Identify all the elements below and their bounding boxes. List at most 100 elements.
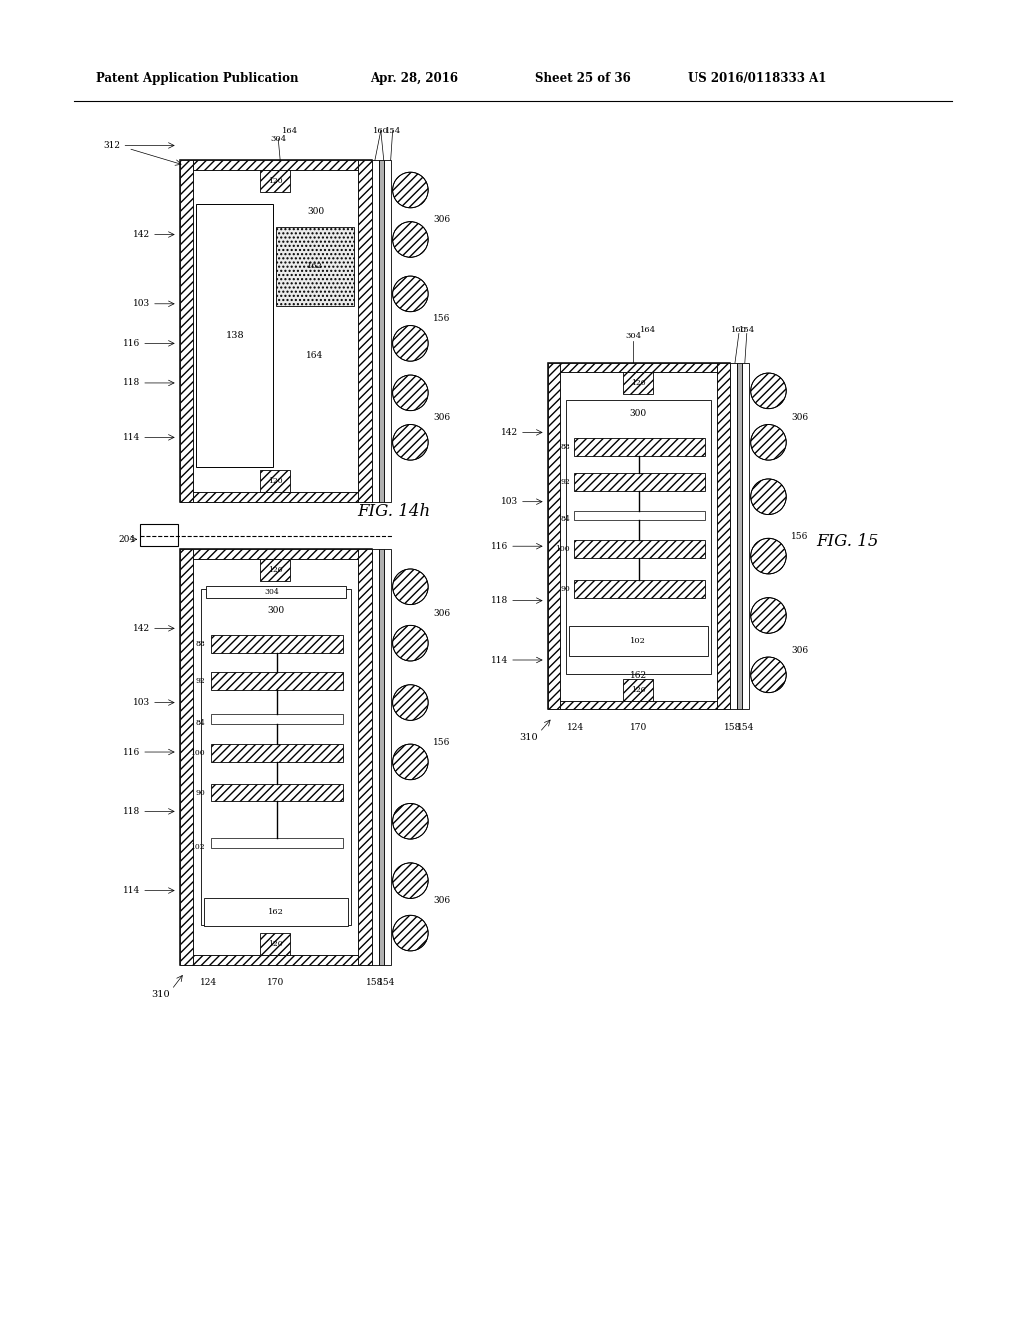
Bar bbox=[358, 549, 372, 965]
Text: 116: 116 bbox=[490, 541, 508, 550]
Bar bbox=[624, 372, 653, 393]
Text: 300: 300 bbox=[307, 207, 325, 216]
Bar bbox=[194, 160, 358, 170]
Bar bbox=[717, 363, 730, 709]
Circle shape bbox=[751, 539, 786, 574]
Text: 158: 158 bbox=[724, 723, 741, 731]
Text: 116: 116 bbox=[123, 339, 140, 348]
Text: 102: 102 bbox=[190, 843, 205, 851]
Text: 154: 154 bbox=[738, 326, 755, 334]
Text: 120: 120 bbox=[631, 379, 645, 387]
Bar bbox=[194, 954, 358, 965]
Text: 100: 100 bbox=[190, 748, 205, 756]
Text: 120: 120 bbox=[268, 477, 283, 484]
Text: 92: 92 bbox=[196, 677, 205, 685]
Bar bbox=[206, 586, 346, 598]
Text: Apr. 28, 2016: Apr. 28, 2016 bbox=[370, 71, 458, 84]
Text: 88: 88 bbox=[196, 640, 205, 648]
Bar bbox=[560, 701, 717, 709]
Bar bbox=[194, 492, 358, 502]
Bar bbox=[730, 363, 737, 709]
Circle shape bbox=[392, 569, 428, 605]
Text: 116: 116 bbox=[123, 747, 140, 756]
Bar bbox=[384, 549, 391, 965]
Bar bbox=[574, 540, 706, 558]
Bar bbox=[372, 549, 379, 965]
Text: 142: 142 bbox=[133, 624, 150, 632]
Bar bbox=[358, 160, 372, 502]
Circle shape bbox=[751, 425, 786, 461]
Text: 312: 312 bbox=[103, 141, 121, 150]
Circle shape bbox=[392, 685, 428, 721]
Circle shape bbox=[392, 863, 428, 899]
Text: 103: 103 bbox=[501, 498, 518, 506]
Bar bbox=[569, 627, 709, 656]
Text: 306: 306 bbox=[433, 413, 451, 422]
Text: 164: 164 bbox=[640, 326, 656, 334]
Bar bbox=[197, 203, 273, 467]
Text: 88: 88 bbox=[560, 444, 570, 451]
Text: 304: 304 bbox=[626, 333, 641, 341]
Bar bbox=[179, 160, 372, 502]
Bar bbox=[548, 363, 560, 709]
Circle shape bbox=[392, 375, 428, 411]
Bar bbox=[202, 589, 351, 925]
Bar bbox=[204, 899, 348, 927]
Text: 158: 158 bbox=[367, 978, 384, 987]
Text: 142: 142 bbox=[501, 428, 518, 437]
Bar bbox=[574, 579, 706, 598]
Text: 114: 114 bbox=[123, 886, 140, 895]
Bar bbox=[211, 744, 343, 762]
Circle shape bbox=[392, 276, 428, 312]
Bar bbox=[574, 511, 706, 520]
Text: 120: 120 bbox=[268, 566, 283, 574]
Bar bbox=[211, 784, 343, 801]
Text: Patent Application Publication: Patent Application Publication bbox=[95, 71, 298, 84]
Text: 170: 170 bbox=[630, 723, 647, 731]
Circle shape bbox=[392, 915, 428, 950]
Bar bbox=[179, 160, 194, 502]
Text: 118: 118 bbox=[123, 379, 140, 388]
Bar bbox=[574, 473, 706, 491]
Circle shape bbox=[392, 222, 428, 257]
Text: 114: 114 bbox=[490, 656, 508, 664]
Circle shape bbox=[751, 598, 786, 634]
Bar bbox=[566, 400, 712, 673]
Text: 304: 304 bbox=[270, 135, 287, 143]
Bar bbox=[574, 438, 706, 457]
Text: 142: 142 bbox=[133, 230, 150, 239]
Text: 160: 160 bbox=[731, 326, 746, 334]
Text: 124: 124 bbox=[200, 978, 217, 987]
Text: 84: 84 bbox=[560, 516, 570, 524]
Bar bbox=[548, 363, 730, 709]
Bar bbox=[194, 170, 358, 492]
Text: 114: 114 bbox=[123, 433, 140, 442]
Text: 103: 103 bbox=[133, 300, 150, 309]
Bar bbox=[211, 672, 343, 689]
Text: 162: 162 bbox=[630, 672, 647, 680]
Circle shape bbox=[751, 657, 786, 693]
Text: 138: 138 bbox=[225, 331, 244, 341]
Bar bbox=[276, 227, 354, 306]
Text: 170: 170 bbox=[266, 978, 284, 987]
Bar bbox=[384, 160, 391, 502]
Text: FIG. 14h: FIG. 14h bbox=[357, 503, 430, 520]
Bar bbox=[260, 560, 290, 581]
Bar bbox=[211, 714, 343, 725]
Text: 300: 300 bbox=[630, 409, 647, 418]
Circle shape bbox=[392, 172, 428, 207]
Bar bbox=[379, 160, 384, 502]
Bar bbox=[372, 160, 379, 502]
Text: 160: 160 bbox=[373, 127, 389, 135]
Text: 84: 84 bbox=[196, 719, 205, 727]
Bar bbox=[379, 549, 384, 965]
Text: 156: 156 bbox=[433, 738, 451, 747]
Text: 154: 154 bbox=[737, 723, 755, 731]
Bar bbox=[737, 363, 741, 709]
Text: 120: 120 bbox=[631, 685, 645, 694]
Text: 162: 162 bbox=[307, 263, 323, 271]
Circle shape bbox=[392, 804, 428, 840]
Text: FIG. 15: FIG. 15 bbox=[816, 533, 879, 549]
Circle shape bbox=[392, 744, 428, 780]
Text: 310: 310 bbox=[519, 733, 538, 742]
